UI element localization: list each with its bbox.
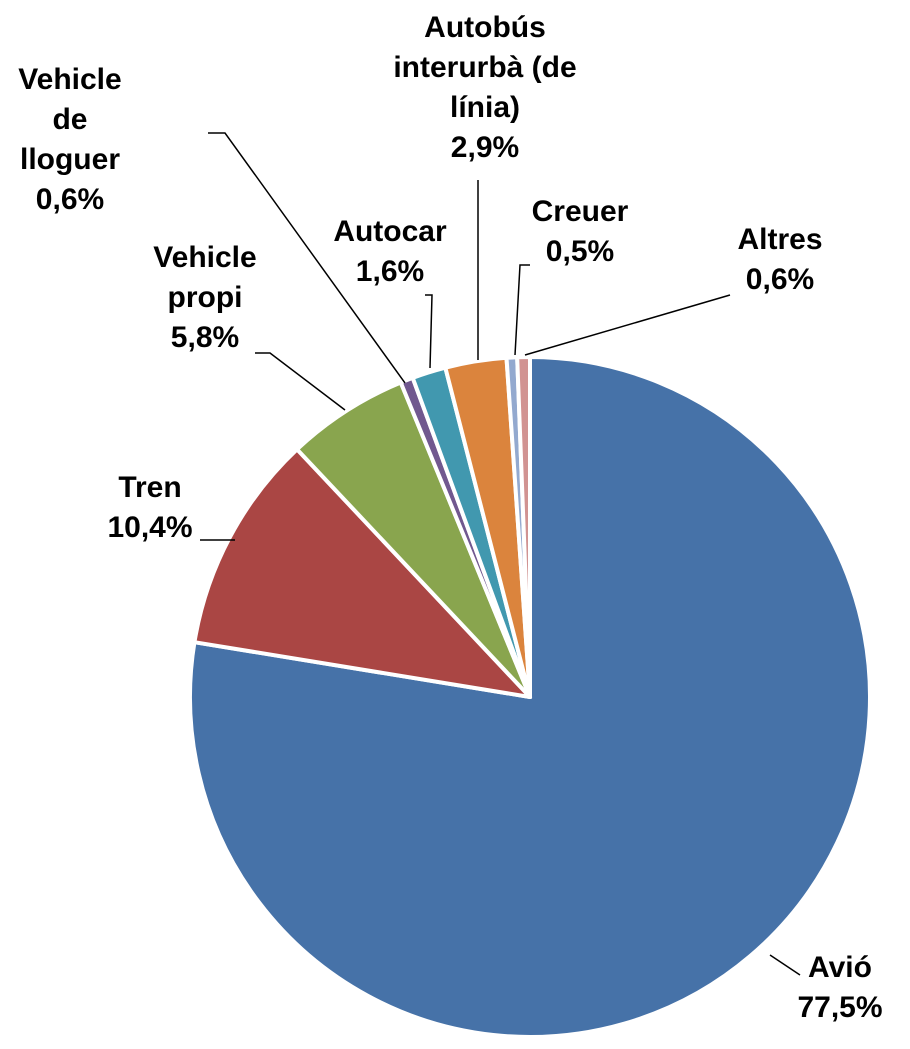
label-value: 2,9% [450, 131, 520, 164]
leader-line [769, 954, 801, 976]
label-value: 0,6% [35, 183, 105, 216]
label-value: 0,5% [545, 235, 615, 268]
leader-line [425, 294, 433, 369]
label-name: Vehicle propi [153, 241, 257, 314]
pie-slice [515, 355, 532, 699]
label-value: 0,6% [745, 263, 815, 296]
label-name: Avió [808, 951, 872, 984]
label-name: Creuer [531, 195, 629, 228]
leader-line [524, 294, 731, 356]
leader-line [255, 352, 346, 411]
label-value: 77,5% [797, 991, 883, 1024]
pie-slice [192, 447, 532, 699]
label-value: 1,6% [355, 255, 425, 288]
label-name: Vehicle de lloguer [18, 63, 122, 176]
data-label: Creuer 0,5% [515, 192, 645, 272]
data-label: Altres 0,6% [715, 220, 845, 300]
data-label: Avió 77,5% [775, 948, 905, 1028]
data-label: Autobús interurbà (de línia) 2,9% [385, 8, 585, 168]
label-value: 5,8% [170, 321, 240, 354]
pie-slice [295, 380, 532, 699]
data-label: Vehicle propi 5,8% [140, 238, 270, 358]
label-name: Autobús interurbà (de línia) [393, 11, 577, 124]
leader-line [514, 264, 530, 356]
leader-line [208, 132, 406, 384]
label-name: Autocar [333, 215, 447, 248]
data-label: Autocar 1,6% [310, 212, 470, 292]
label-value: 10,4% [107, 511, 193, 544]
data-label: Vehicle de lloguer 0,6% [0, 60, 140, 220]
label-name: Tren [118, 471, 182, 504]
data-label: Tren 10,4% [90, 468, 210, 548]
label-name: Altres [737, 223, 823, 256]
